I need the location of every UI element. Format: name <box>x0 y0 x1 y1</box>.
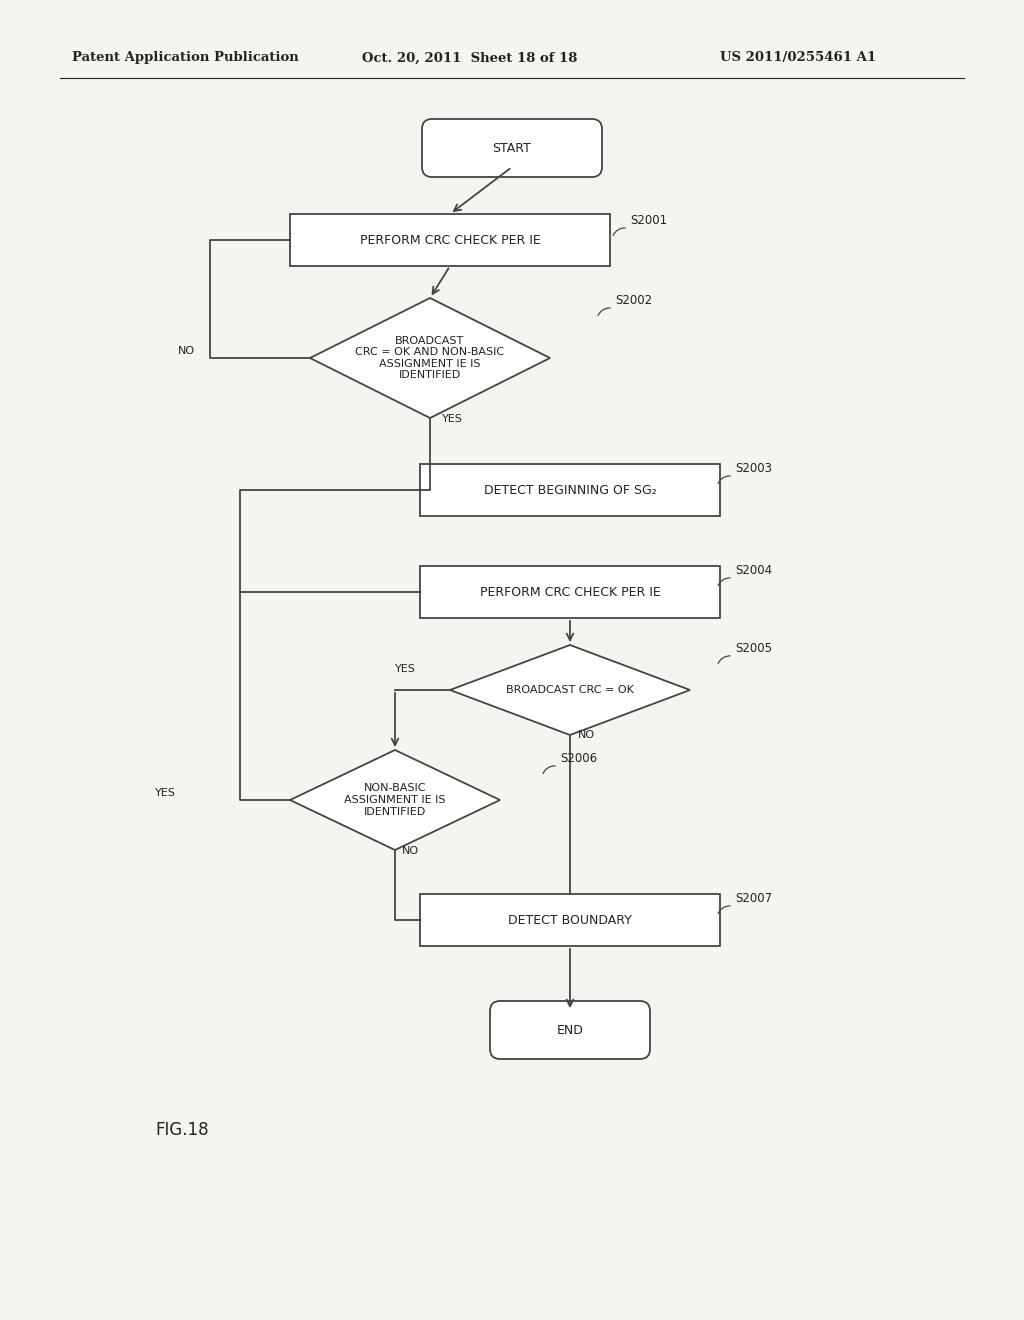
Text: YES: YES <box>442 414 463 424</box>
Text: S2004: S2004 <box>735 564 772 577</box>
Text: S2005: S2005 <box>735 642 772 655</box>
Text: S2003: S2003 <box>735 462 772 474</box>
Polygon shape <box>310 298 550 418</box>
Text: BROADCAST CRC = OK: BROADCAST CRC = OK <box>506 685 634 696</box>
Text: Oct. 20, 2011  Sheet 18 of 18: Oct. 20, 2011 Sheet 18 of 18 <box>362 51 578 65</box>
Polygon shape <box>290 750 500 850</box>
Text: NON-BASIC
ASSIGNMENT IE IS
IDENTIFIED: NON-BASIC ASSIGNMENT IE IS IDENTIFIED <box>344 783 445 817</box>
Text: END: END <box>557 1023 584 1036</box>
Text: BROADCAST
CRC = OK AND NON-BASIC
ASSIGNMENT IE IS
IDENTIFIED: BROADCAST CRC = OK AND NON-BASIC ASSIGNM… <box>355 335 505 380</box>
Text: S2006: S2006 <box>560 751 597 764</box>
Text: NO: NO <box>402 846 419 855</box>
Text: US 2011/0255461 A1: US 2011/0255461 A1 <box>720 51 877 65</box>
Bar <box>420 465 720 516</box>
Text: NO: NO <box>578 730 595 741</box>
Text: PERFORM CRC CHECK PER IE: PERFORM CRC CHECK PER IE <box>479 586 660 598</box>
Text: FIG.18: FIG.18 <box>155 1121 209 1139</box>
FancyBboxPatch shape <box>422 119 602 177</box>
Text: START: START <box>493 141 531 154</box>
Polygon shape <box>450 645 690 735</box>
Bar <box>420 894 720 946</box>
Text: S2002: S2002 <box>615 293 652 306</box>
Text: PERFORM CRC CHECK PER IE: PERFORM CRC CHECK PER IE <box>359 234 541 247</box>
Text: DETECT BOUNDARY: DETECT BOUNDARY <box>508 913 632 927</box>
Text: YES: YES <box>155 788 176 799</box>
Text: Patent Application Publication: Patent Application Publication <box>72 51 299 65</box>
Text: NO: NO <box>178 346 196 356</box>
Bar <box>290 214 610 267</box>
Bar <box>420 566 720 618</box>
FancyBboxPatch shape <box>490 1001 650 1059</box>
Text: S2001: S2001 <box>630 214 667 227</box>
Text: YES: YES <box>395 664 416 675</box>
Text: DETECT BEGINNING OF SG₂: DETECT BEGINNING OF SG₂ <box>483 483 656 496</box>
Text: S2007: S2007 <box>735 891 772 904</box>
